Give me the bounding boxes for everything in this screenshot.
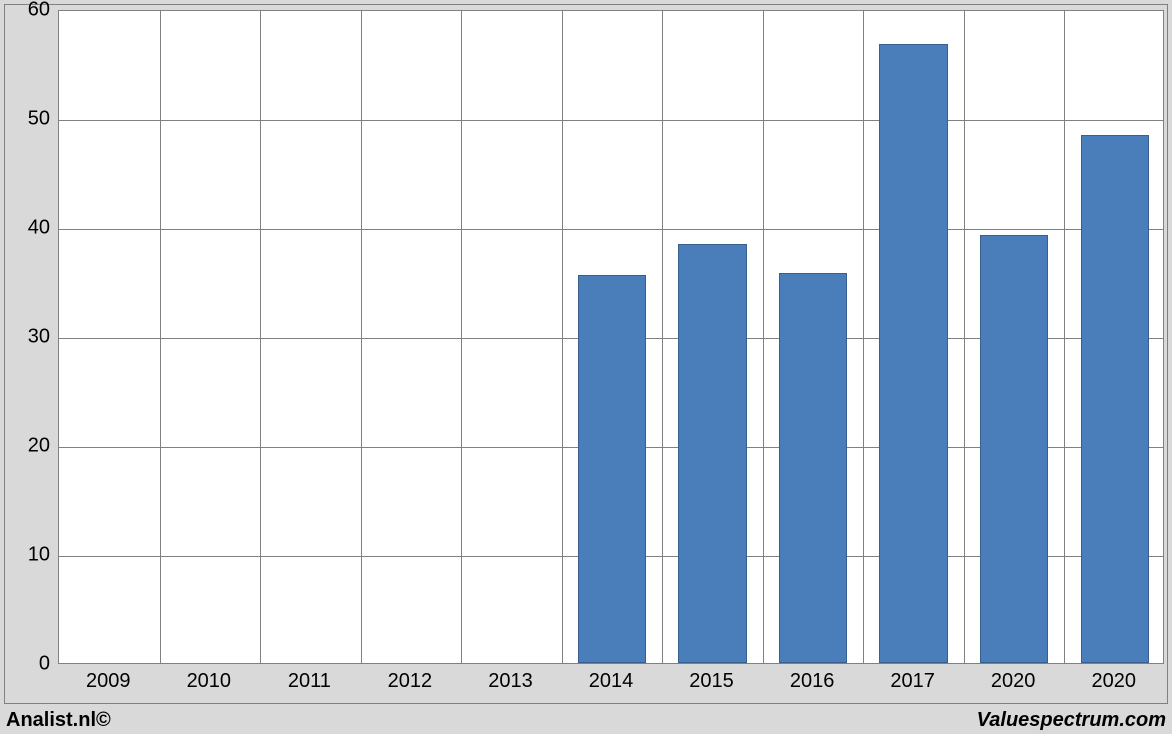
x-tick-label: 2012 — [388, 670, 433, 693]
footer-right-text: Valuespectrum.com — [977, 709, 1166, 732]
y-tick-label: 40 — [0, 217, 50, 240]
x-tick-label: 2011 — [288, 670, 331, 693]
x-gridline — [361, 11, 362, 663]
y-tick-label: 60 — [0, 0, 50, 22]
bar — [678, 244, 746, 663]
y-tick-label: 0 — [0, 653, 50, 676]
chart-footer: Analist.nl© Valuespectrum.com — [0, 706, 1172, 734]
y-tick-label: 30 — [0, 326, 50, 349]
x-gridline — [763, 11, 764, 663]
x-gridline — [662, 11, 663, 663]
bar — [578, 275, 646, 663]
y-tick-label: 10 — [0, 544, 50, 567]
x-gridline — [562, 11, 563, 663]
plot-area — [58, 10, 1164, 664]
chart-container: Analist.nl© Valuespectrum.com 0 10 20 30 40 5… — [0, 0, 1172, 734]
x-gridline — [863, 11, 864, 663]
y-gridline — [59, 229, 1163, 230]
x-tick-label: 2014 — [589, 670, 634, 693]
x-tick-label: 2017 — [890, 670, 935, 693]
x-tick-label: 2016 — [790, 670, 835, 693]
x-gridline — [1064, 11, 1065, 663]
y-tick-label: 50 — [0, 108, 50, 131]
x-gridline — [461, 11, 462, 663]
bar — [779, 273, 847, 663]
x-tick-label: 2009 — [86, 670, 131, 693]
x-gridline — [964, 11, 965, 663]
x-tick-label: 2020 — [1091, 670, 1136, 693]
x-tick-label: 2013 — [488, 670, 533, 693]
bar — [1081, 135, 1149, 663]
y-gridline — [59, 120, 1163, 121]
x-tick-label: 2010 — [187, 670, 232, 693]
x-tick-label: 2015 — [689, 670, 734, 693]
x-gridline — [160, 11, 161, 663]
x-gridline — [260, 11, 261, 663]
y-tick-label: 20 — [0, 435, 50, 458]
bar — [879, 44, 947, 663]
footer-left-text: Analist.nl© — [6, 709, 111, 732]
bar — [980, 235, 1048, 663]
x-tick-label: 2020 — [991, 670, 1036, 693]
